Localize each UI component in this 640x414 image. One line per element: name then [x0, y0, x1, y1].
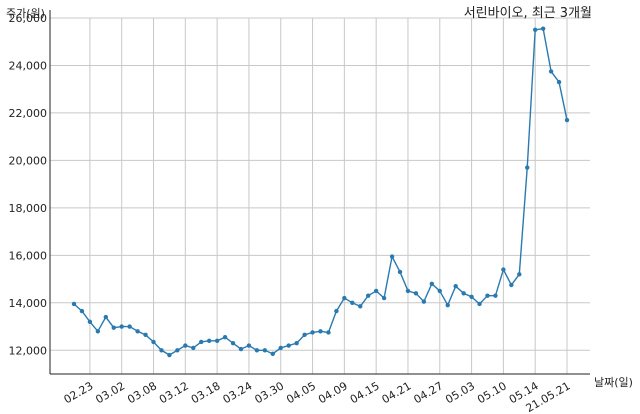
data-point	[445, 302, 450, 308]
data-point	[334, 308, 339, 314]
data-point	[381, 295, 387, 301]
data-point	[556, 79, 562, 85]
data-point	[493, 293, 498, 298]
data-point	[191, 345, 196, 351]
data-point	[270, 351, 275, 357]
x-axis-label: 날짜(일)	[594, 375, 633, 389]
data-point	[453, 283, 458, 289]
x-tick-label: 04.09	[316, 379, 350, 406]
data-point	[564, 117, 570, 123]
data-point	[525, 165, 530, 170]
data-point	[509, 282, 514, 288]
data-point	[540, 26, 546, 31]
y-tick-label: 24,000	[9, 59, 48, 72]
x-tick-label: 03.24	[221, 379, 255, 406]
data-point	[373, 288, 379, 294]
data-point	[286, 343, 291, 348]
data-point	[238, 346, 244, 352]
data-point	[358, 304, 363, 309]
data-point	[214, 338, 220, 343]
data-point	[119, 324, 124, 329]
data-point	[95, 329, 101, 334]
data-point	[143, 332, 148, 338]
data-point	[501, 267, 506, 272]
x-tick-label: 04.27	[411, 379, 445, 406]
price-line	[73, 27, 568, 356]
data-point	[477, 301, 482, 307]
data-point	[175, 348, 180, 353]
x-tick-label: 03.30	[252, 379, 286, 406]
y-axis-label: 주가(원)	[6, 7, 45, 20]
data-point	[71, 301, 77, 307]
data-point	[87, 319, 93, 324]
y-tick-label: 22,000	[9, 107, 48, 120]
data-point	[517, 272, 522, 277]
data-point	[397, 269, 403, 275]
grid	[50, 17, 590, 374]
x-tick-label: 03.08	[125, 379, 159, 406]
data-point	[230, 340, 236, 346]
data-point	[389, 254, 395, 259]
data-point	[246, 343, 252, 348]
data-point	[485, 293, 490, 298]
x-tick-label: 02.23	[62, 379, 96, 406]
data-point	[469, 294, 474, 300]
data-point	[350, 300, 355, 305]
data-point	[111, 325, 116, 330]
data-point	[183, 343, 188, 348]
data-point	[199, 339, 204, 345]
data-point	[326, 330, 331, 335]
data-point	[127, 324, 132, 329]
x-tick-label: 03.12	[157, 379, 191, 406]
y-tick-label: 18,000	[9, 202, 48, 215]
y-tick-label: 20,000	[9, 154, 48, 167]
x-tick-label: 04.21	[380, 379, 414, 406]
data-point	[461, 291, 466, 296]
y-tick-label: 16,000	[9, 249, 48, 262]
data-point	[413, 291, 419, 296]
data-point	[167, 352, 172, 358]
data-point	[429, 281, 435, 287]
data-point	[548, 69, 554, 74]
data-point	[159, 348, 164, 353]
data-point	[135, 329, 140, 334]
x-tick-label: 04.05	[284, 379, 318, 406]
x-tick-label: 04.15	[348, 379, 382, 406]
data-point	[206, 338, 212, 343]
data-point	[262, 348, 268, 353]
data-point	[222, 335, 228, 340]
data-point	[310, 330, 315, 335]
data-point	[318, 329, 323, 334]
x-tick-label: 05.03	[443, 379, 477, 406]
y-tick-label: 12,000	[9, 344, 48, 357]
data-point	[302, 332, 307, 338]
price-series	[71, 26, 570, 358]
y-tick-labels: 12,000 14,000 16,000 18,000 20,000 22,000 24,0…	[9, 12, 48, 357]
data-point	[254, 348, 260, 353]
data-point	[278, 345, 283, 351]
data-point	[151, 339, 156, 345]
y-tick-label: 14,000	[9, 297, 48, 310]
data-point	[532, 27, 538, 33]
x-tick-label: 05.10	[475, 379, 509, 406]
x-tick-label: 03.18	[189, 379, 223, 406]
data-point	[294, 340, 299, 346]
axes	[49, 10, 590, 375]
data-point	[405, 288, 411, 294]
x-tick-label: 03.02	[93, 379, 127, 406]
data-point	[421, 299, 427, 304]
chart-title: 서린바이오, 최근 3개월	[464, 6, 592, 21]
data-point	[342, 295, 347, 301]
data-point	[437, 288, 442, 294]
data-point	[79, 308, 85, 314]
data-point	[103, 314, 109, 320]
data-point	[366, 293, 371, 298]
x-tick-labels: 02.2303.0203.0803.1203.1803.2403.3004.05…	[62, 379, 573, 414]
y-tick-label: 26,000	[9, 12, 48, 25]
